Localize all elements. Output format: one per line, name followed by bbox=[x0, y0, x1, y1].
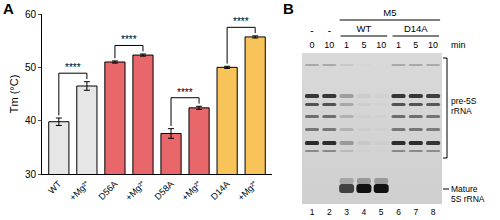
svg-text:8: 8 bbox=[431, 207, 436, 217]
svg-text:min: min bbox=[451, 40, 466, 50]
svg-text:pre-5S: pre-5S bbox=[451, 96, 477, 106]
svg-text:10: 10 bbox=[428, 40, 438, 50]
svg-text:-: - bbox=[328, 25, 331, 36]
svg-text:50: 50 bbox=[25, 62, 37, 73]
svg-text:Mature: Mature bbox=[451, 184, 478, 194]
svg-text:D14A: D14A bbox=[209, 179, 232, 202]
svg-text:****: **** bbox=[177, 87, 193, 98]
svg-text:3: 3 bbox=[344, 207, 349, 217]
svg-text:+Mg²⁺: +Mg²⁺ bbox=[180, 179, 204, 203]
svg-text:1: 1 bbox=[396, 40, 401, 50]
svg-text:****: **** bbox=[65, 62, 81, 73]
svg-text:+Mg²⁺: +Mg²⁺ bbox=[68, 179, 92, 203]
svg-text:10: 10 bbox=[376, 40, 386, 50]
svg-text:+Mg²⁺: +Mg²⁺ bbox=[124, 179, 148, 203]
svg-text:7: 7 bbox=[413, 207, 418, 217]
html-text:A: A bbox=[3, 0, 14, 17]
svg-text:WT: WT bbox=[46, 178, 63, 195]
svg-text:2: 2 bbox=[327, 207, 332, 217]
svg-text:-: - bbox=[310, 25, 313, 36]
svg-text:WT: WT bbox=[357, 23, 372, 34]
svg-text:****: **** bbox=[121, 34, 137, 45]
svg-text:5: 5 bbox=[361, 40, 366, 50]
svg-text:6: 6 bbox=[396, 207, 401, 217]
svg-text:Tm (°C): Tm (°C) bbox=[8, 75, 20, 114]
svg-text:B: B bbox=[283, 0, 294, 17]
svg-text:5: 5 bbox=[413, 40, 418, 50]
svg-text:40: 40 bbox=[25, 115, 37, 126]
svg-text:5S rRNA: 5S rRNA bbox=[451, 194, 485, 204]
svg-text:D58A: D58A bbox=[153, 179, 176, 202]
svg-text:4: 4 bbox=[362, 207, 367, 217]
svg-text:1: 1 bbox=[344, 40, 349, 50]
svg-text:D14A: D14A bbox=[404, 23, 428, 34]
svg-text:1: 1 bbox=[310, 207, 315, 217]
svg-text:+Mg²⁺: +Mg²⁺ bbox=[236, 179, 260, 203]
svg-text:60: 60 bbox=[25, 9, 37, 20]
svg-text:****: **** bbox=[233, 16, 249, 27]
svg-text:30: 30 bbox=[25, 169, 37, 180]
svg-text:10: 10 bbox=[324, 40, 334, 50]
svg-text:M5: M5 bbox=[383, 7, 396, 18]
svg-text:0: 0 bbox=[309, 40, 314, 50]
svg-text:5: 5 bbox=[379, 207, 384, 217]
svg-text:rRNA: rRNA bbox=[451, 106, 472, 116]
svg-text:D56A: D56A bbox=[97, 179, 120, 202]
